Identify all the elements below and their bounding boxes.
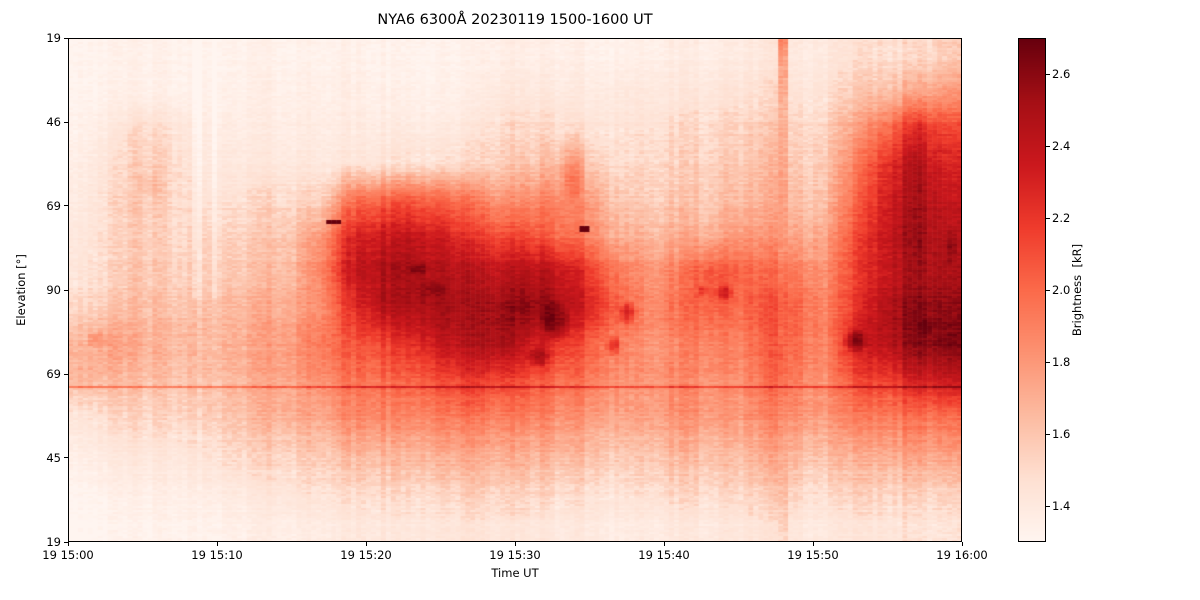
tick-mark	[67, 542, 69, 546]
colorbar-tick-label: 2.6	[1052, 67, 1071, 81]
x-tick-label: 19 15:40	[638, 548, 690, 562]
plot-title: NYA6 6300Å 20230119 1500-1600 UT	[377, 12, 653, 28]
x-tick-label: 19 15:10	[191, 548, 243, 562]
colorbar-tick-label: 2.2	[1052, 211, 1071, 225]
tick-mark	[812, 542, 814, 546]
colorbar-canvas	[1018, 38, 1046, 542]
y-tick-label: 19	[46, 31, 61, 45]
y-tick-label: 69	[46, 367, 61, 382]
y-tick-label: 69	[46, 198, 61, 213]
tick-mark	[663, 542, 665, 546]
colorbar-tick-label: 2.4	[1052, 139, 1071, 153]
tick-mark	[1046, 505, 1050, 507]
tick-mark	[1046, 361, 1050, 363]
tick-mark	[514, 542, 516, 546]
tick-mark	[64, 289, 68, 291]
tick-mark	[64, 373, 68, 375]
tick-mark	[1046, 433, 1050, 435]
colorbar-tick-label: 2.0	[1052, 283, 1071, 297]
tick-mark	[961, 542, 963, 546]
heatmap-canvas	[68, 38, 962, 542]
tick-mark	[1046, 289, 1050, 291]
tick-mark	[64, 457, 68, 459]
colorbar-tick-label: 1.8	[1052, 355, 1071, 369]
tick-mark	[64, 541, 68, 543]
colorbar-label: Brightness [kR]	[1070, 243, 1084, 337]
tick-mark	[1046, 145, 1050, 147]
y-tick-label: 90	[46, 283, 61, 297]
y-axis-label: Elevation [°]	[14, 254, 28, 326]
tick-mark	[365, 542, 367, 546]
tick-mark	[1046, 73, 1050, 75]
tick-mark	[64, 205, 68, 207]
y-tick-label: 19	[46, 535, 61, 549]
x-tick-label: 19 15:30	[489, 548, 541, 562]
tick-mark	[64, 37, 68, 39]
x-axis-label: Time UT	[491, 566, 539, 580]
x-tick-label: 19 15:20	[340, 548, 392, 562]
x-tick-label: 19 15:50	[787, 548, 839, 562]
y-tick-label: 46	[46, 115, 61, 130]
x-tick-label: 19 16:00	[936, 548, 988, 562]
tick-mark	[216, 542, 218, 546]
colorbar-tick-label: 1.4	[1052, 499, 1071, 513]
colorbar-tick-label: 1.6	[1052, 427, 1071, 441]
y-tick-label: 45	[46, 450, 61, 465]
x-tick-label: 19 15:00	[42, 548, 94, 562]
tick-mark	[64, 121, 68, 123]
tick-mark	[1046, 217, 1050, 219]
